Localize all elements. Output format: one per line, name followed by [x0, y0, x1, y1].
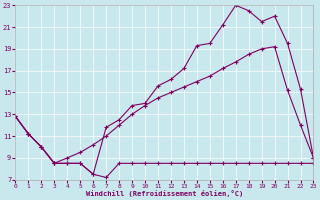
X-axis label: Windchill (Refroidissement éolien,°C): Windchill (Refroidissement éolien,°C) [86, 190, 243, 197]
